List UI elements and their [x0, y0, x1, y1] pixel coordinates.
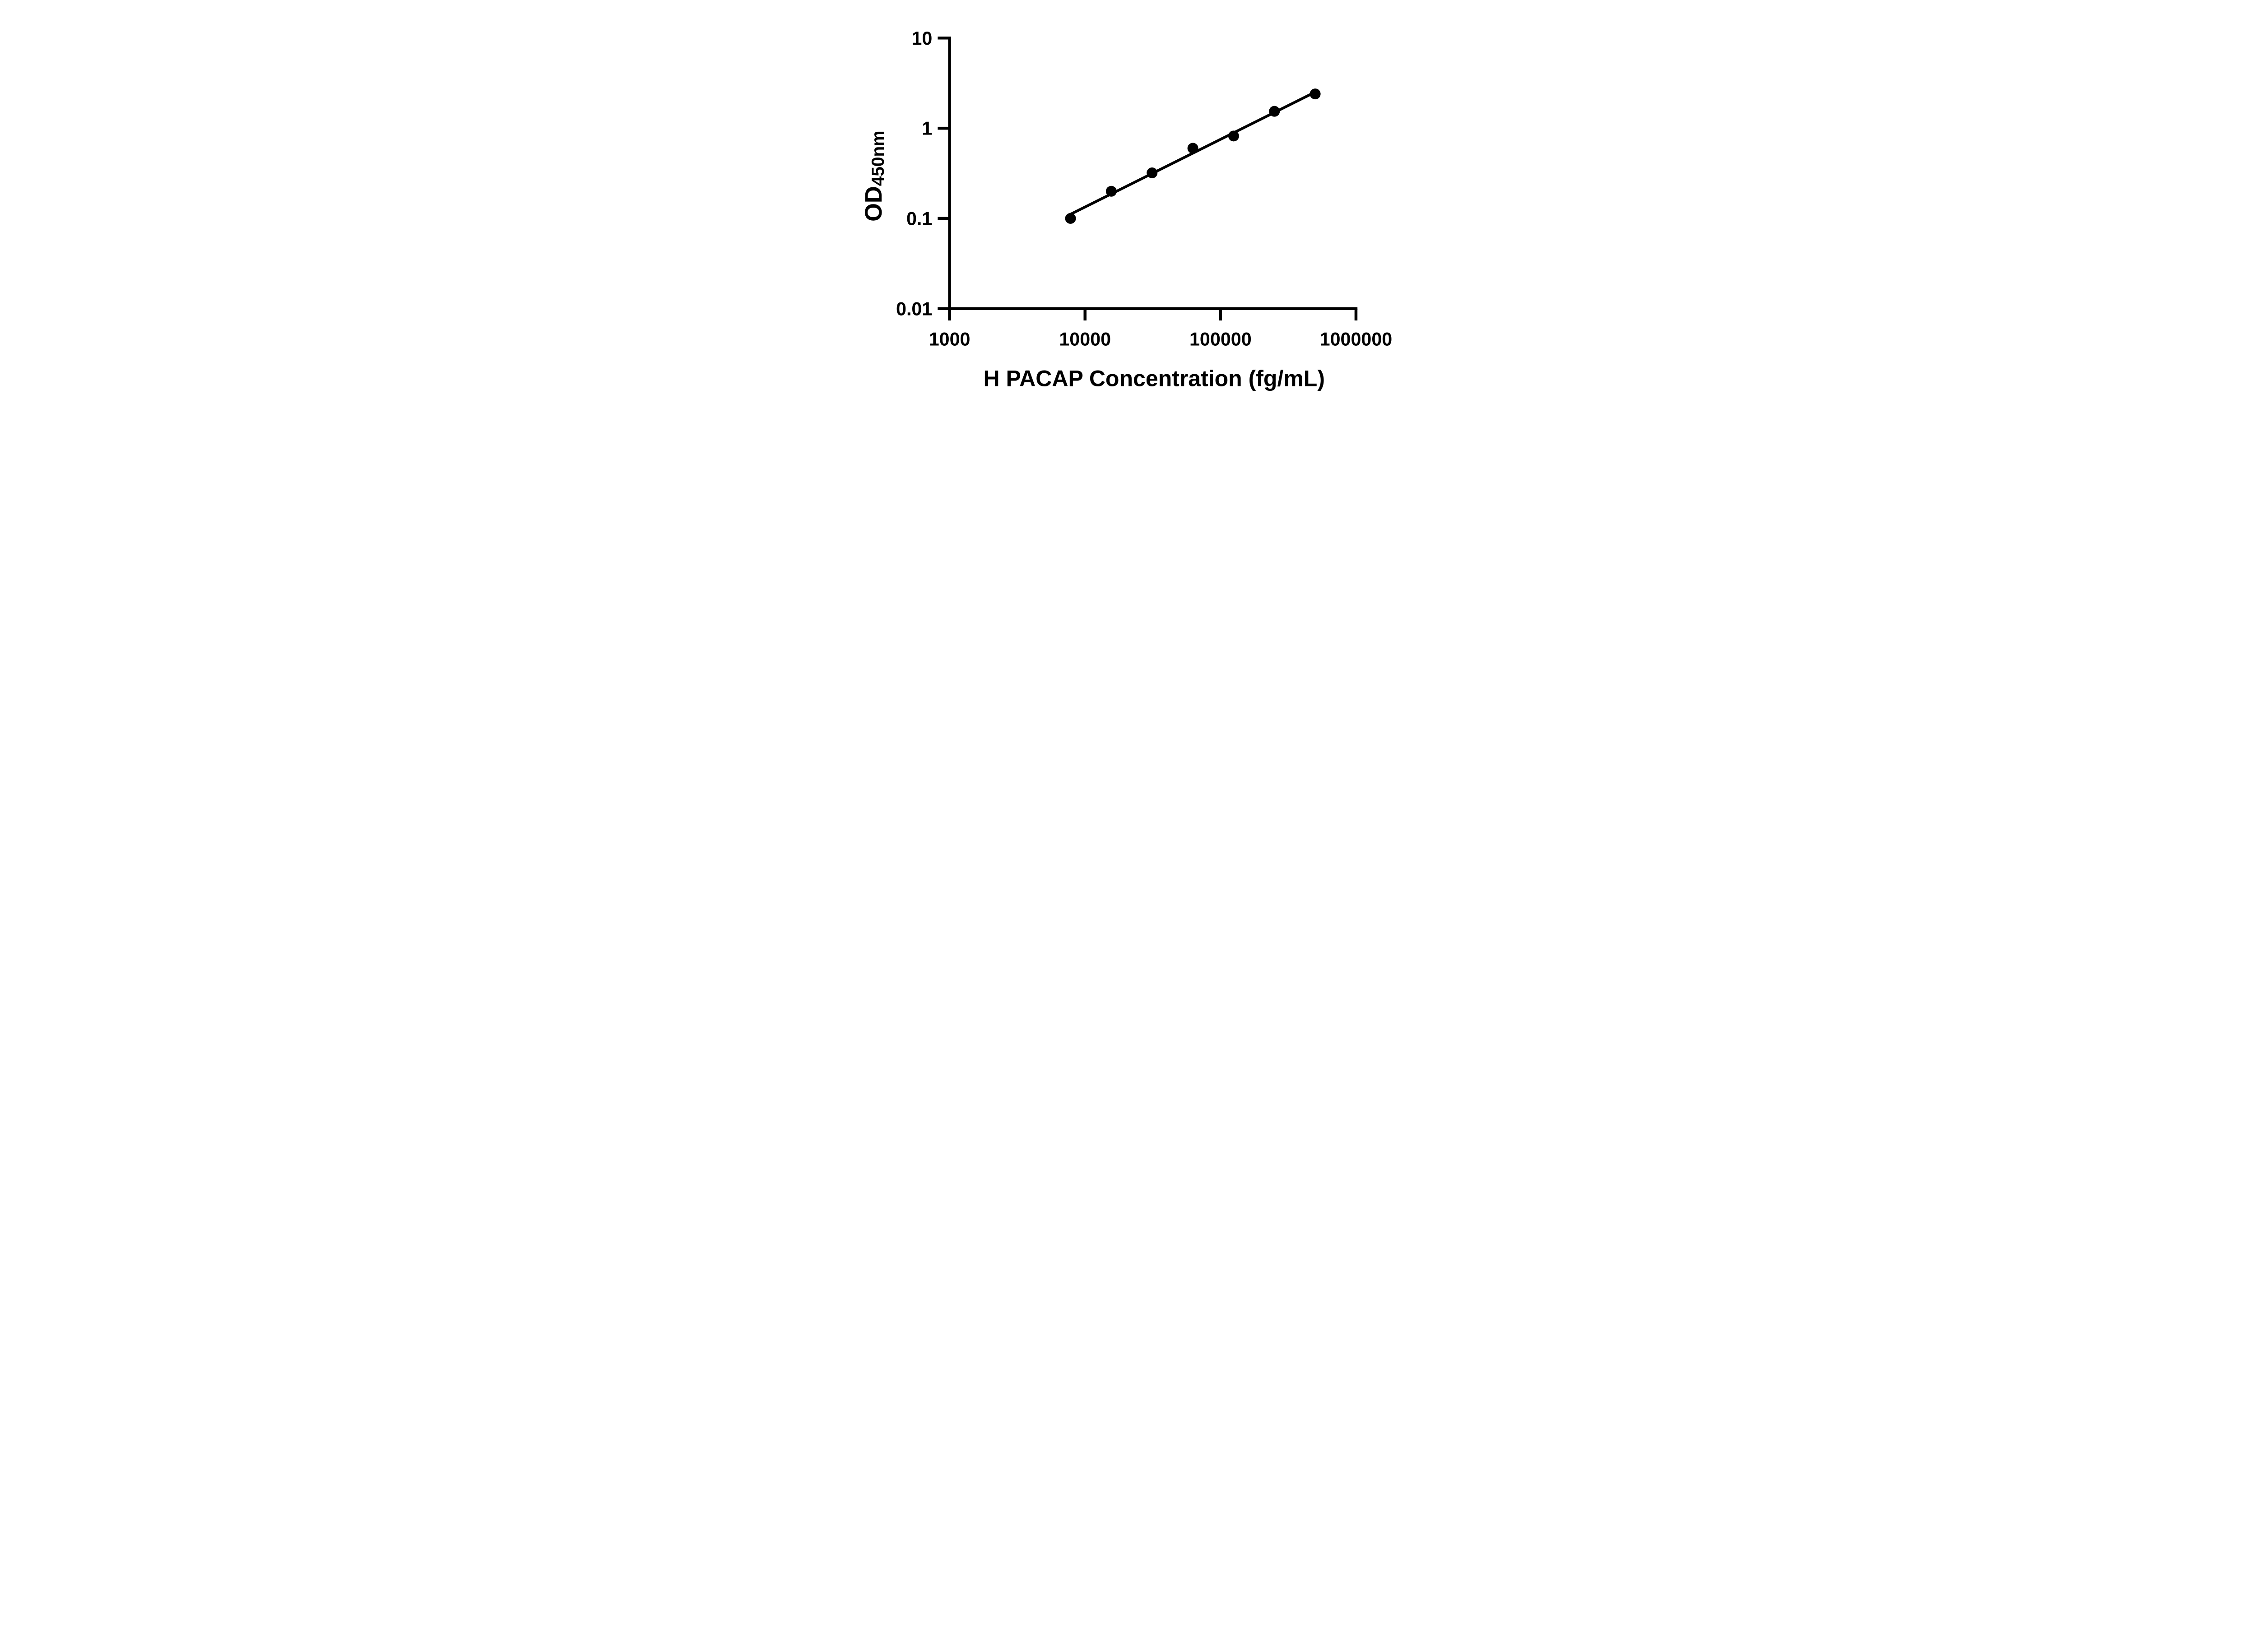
- data-point-6: [1268, 106, 1280, 117]
- data-point-1: [1065, 213, 1076, 224]
- x-tick-label-1000: 1000: [929, 329, 970, 349]
- data-point-4: [1187, 143, 1198, 154]
- y-axis-title-subscript: 450nm: [868, 130, 887, 186]
- ticks-group: [937, 37, 1357, 321]
- y-axis-title-main: OD: [860, 186, 887, 222]
- y-axis-title: OD450nm: [860, 130, 887, 222]
- y-tick-label-0.1: 0.1: [906, 208, 932, 229]
- data-points-group: [1065, 88, 1321, 224]
- data-point-2: [1105, 186, 1117, 197]
- y-tick-label-10: 10: [911, 28, 932, 49]
- data-point-7: [1310, 88, 1321, 100]
- data-point-3: [1146, 167, 1157, 178]
- tick-labels-group: 10 1 0.1 0.01 1000 10000 100000 1000000: [896, 28, 1392, 350]
- x-tick-label-1000000: 1000000: [1319, 329, 1392, 349]
- y-tick-label-1: 1: [922, 118, 932, 139]
- axes-group: [937, 37, 1357, 321]
- x-tick-label-100000: 100000: [1189, 329, 1251, 349]
- y-tick-label-0.01: 0.01: [896, 298, 932, 319]
- x-axis-title: H PACAP Concentration (fg/mL): [983, 366, 1324, 391]
- standard-curve-chart: 10 1 0.1 0.01 1000 10000 100000 1000000 H PACAP…: [839, 0, 1418, 413]
- elisa-standard-curve-figure: 10 1 0.1 0.01 1000 10000 100000 1000000 H PACAP…: [839, 0, 1418, 413]
- data-point-5: [1228, 130, 1239, 142]
- x-tick-label-10000: 10000: [1059, 329, 1111, 349]
